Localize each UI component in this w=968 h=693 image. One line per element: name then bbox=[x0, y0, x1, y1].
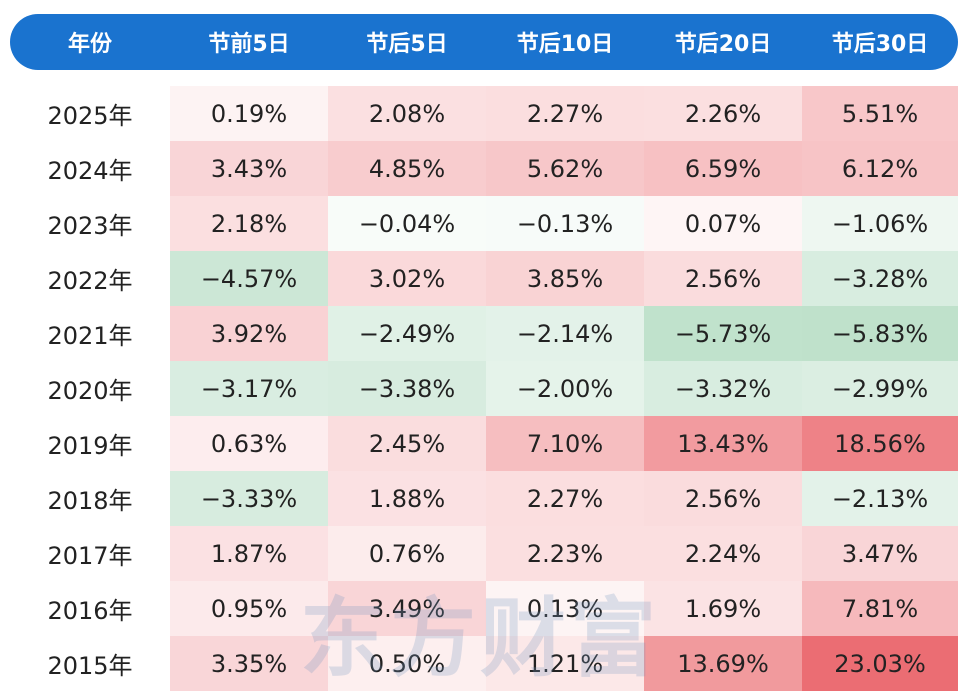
column-header: 节后20日 bbox=[674, 32, 772, 57]
returns-table: 2025年 0.19% 2.08% 2.27% 2.26% 5.51% 2024年 3.43%… bbox=[10, 86, 958, 691]
year-label: 2022年 bbox=[47, 267, 133, 295]
return-cell: 2.56% bbox=[644, 471, 802, 526]
year-label: 2021年 bbox=[47, 322, 133, 350]
return-cell: 2.08% bbox=[328, 86, 486, 141]
return-cell: 1.87% bbox=[170, 526, 328, 581]
year-label: 2023年 bbox=[47, 212, 133, 240]
return-cell: −2.14% bbox=[486, 306, 644, 361]
return-cell: −2.99% bbox=[802, 361, 958, 416]
column-header: 年份 bbox=[67, 32, 112, 57]
return-cell: 1.88% bbox=[328, 471, 486, 526]
return-cell: 2.26% bbox=[644, 86, 802, 141]
table-row: 2015年 3.35% 0.50% 1.21% 13.69% 23.03% bbox=[10, 636, 958, 691]
return-cell: 0.19% bbox=[170, 86, 328, 141]
return-cell: −2.00% bbox=[486, 361, 644, 416]
return-cell: 3.35% bbox=[170, 636, 328, 691]
column-header: 节后30日 bbox=[831, 32, 929, 57]
return-cell: 2.18% bbox=[170, 196, 328, 251]
return-cell: 3.43% bbox=[170, 141, 328, 196]
return-cell: −5.83% bbox=[802, 306, 958, 361]
return-cell: 4.85% bbox=[328, 141, 486, 196]
table-row: 2016年 0.95% 3.49% 0.13% 1.69% 7.81% bbox=[10, 581, 958, 636]
table-header: 年份 节前5日 节后5日 节后10日 节后20日 节后30日 bbox=[10, 14, 958, 70]
return-cell: 3.92% bbox=[170, 306, 328, 361]
return-cell: −2.49% bbox=[328, 306, 486, 361]
return-cell: −4.57% bbox=[170, 251, 328, 306]
return-cell: −3.32% bbox=[644, 361, 802, 416]
table-row: 2018年 −3.33% 1.88% 2.27% 2.56% −2.13% bbox=[10, 471, 958, 526]
return-cell: 18.56% bbox=[802, 416, 958, 471]
return-cell: 1.69% bbox=[644, 581, 802, 636]
return-cell: 1.21% bbox=[486, 636, 644, 691]
return-cell: 3.85% bbox=[486, 251, 644, 306]
year-label: 2015年 bbox=[47, 652, 133, 680]
table-row: 2021年 3.92% −2.49% −2.14% −5.73% −5.83% bbox=[10, 306, 958, 361]
year-label: 2018年 bbox=[47, 487, 133, 515]
return-cell: −0.13% bbox=[486, 196, 644, 251]
return-cell: 3.02% bbox=[328, 251, 486, 306]
return-cell: 13.43% bbox=[644, 416, 802, 471]
year-label: 2017年 bbox=[47, 542, 133, 570]
return-cell: 7.10% bbox=[486, 416, 644, 471]
return-cell: 0.63% bbox=[170, 416, 328, 471]
return-cell: 0.50% bbox=[328, 636, 486, 691]
return-cell: 0.13% bbox=[486, 581, 644, 636]
return-cell: 5.51% bbox=[802, 86, 958, 141]
return-cell: 7.81% bbox=[802, 581, 958, 636]
return-cell: −3.33% bbox=[170, 471, 328, 526]
year-label: 2016年 bbox=[47, 597, 133, 625]
return-cell: −1.06% bbox=[802, 196, 958, 251]
table-row: 2025年 0.19% 2.08% 2.27% 2.26% 5.51% bbox=[10, 86, 958, 141]
table-row: 2022年 −4.57% 3.02% 3.85% 2.56% −3.28% bbox=[10, 251, 958, 306]
column-header: 节后10日 bbox=[516, 32, 614, 57]
year-label: 2025年 bbox=[47, 102, 133, 130]
return-cell: 0.07% bbox=[644, 196, 802, 251]
return-cell: 0.76% bbox=[328, 526, 486, 581]
table-row: 2020年 −3.17% −3.38% −2.00% −3.32% −2.99% bbox=[10, 361, 958, 416]
table-row: 2017年 1.87% 0.76% 2.23% 2.24% 3.47% bbox=[10, 526, 958, 581]
return-cell: −2.13% bbox=[802, 471, 958, 526]
return-cell: 2.56% bbox=[644, 251, 802, 306]
return-cell: 2.27% bbox=[486, 471, 644, 526]
return-cell: 2.24% bbox=[644, 526, 802, 581]
return-cell: −0.04% bbox=[328, 196, 486, 251]
return-cell: 2.23% bbox=[486, 526, 644, 581]
return-cell: −3.17% bbox=[170, 361, 328, 416]
return-cell: 3.47% bbox=[802, 526, 958, 581]
return-cell: −3.28% bbox=[802, 251, 958, 306]
column-header: 节后5日 bbox=[366, 32, 448, 57]
return-cell: 6.12% bbox=[802, 141, 958, 196]
return-cell: 23.03% bbox=[802, 636, 958, 691]
return-cell: 13.69% bbox=[644, 636, 802, 691]
table-row: 2024年 3.43% 4.85% 5.62% 6.59% 6.12% bbox=[10, 141, 958, 196]
return-cell: −5.73% bbox=[644, 306, 802, 361]
year-label: 2020年 bbox=[47, 377, 133, 405]
year-label: 2024年 bbox=[47, 157, 133, 185]
table-row: 2019年 0.63% 2.45% 7.10% 13.43% 18.56% bbox=[10, 416, 958, 471]
column-header: 节前5日 bbox=[208, 32, 290, 57]
return-cell: 2.27% bbox=[486, 86, 644, 141]
return-cell: 6.59% bbox=[644, 141, 802, 196]
return-cell: 5.62% bbox=[486, 141, 644, 196]
return-cell: −3.38% bbox=[328, 361, 486, 416]
year-label: 2019年 bbox=[47, 432, 133, 460]
return-cell: 0.95% bbox=[170, 581, 328, 636]
return-cell: 2.45% bbox=[328, 416, 486, 471]
table-row: 2023年 2.18% −0.04% −0.13% 0.07% −1.06% bbox=[10, 196, 958, 251]
return-cell: 3.49% bbox=[328, 581, 486, 636]
